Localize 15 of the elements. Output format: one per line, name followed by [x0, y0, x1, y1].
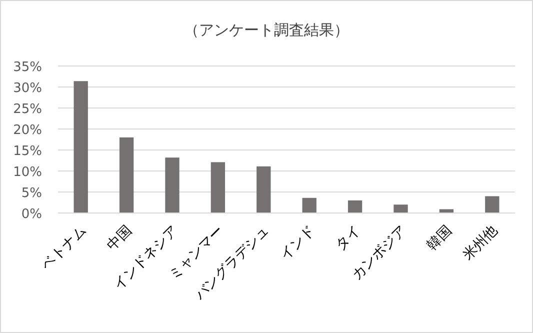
y-tick-label: 25%: [13, 102, 42, 117]
y-tick-label: 0%: [21, 207, 42, 222]
title: （アンケート調査結果）: [184, 21, 349, 39]
y-tick-label: 10%: [13, 165, 42, 180]
y-tick-label: 5%: [21, 186, 42, 201]
y-tick-label: 15%: [13, 144, 42, 159]
x-tick-label: 韓国: [424, 222, 456, 254]
x-tick-label: ベトナム: [38, 222, 90, 274]
x-tick-label: 中国: [104, 222, 136, 254]
x-tick-label: タイ: [332, 222, 364, 254]
x-tick-label: 米州他: [460, 222, 501, 264]
y-tick-label: 35%: [13, 60, 42, 75]
y-tick-label: 30%: [13, 81, 42, 96]
y-tick-label: 20%: [13, 123, 42, 138]
x-tick-label: インド: [277, 222, 318, 264]
